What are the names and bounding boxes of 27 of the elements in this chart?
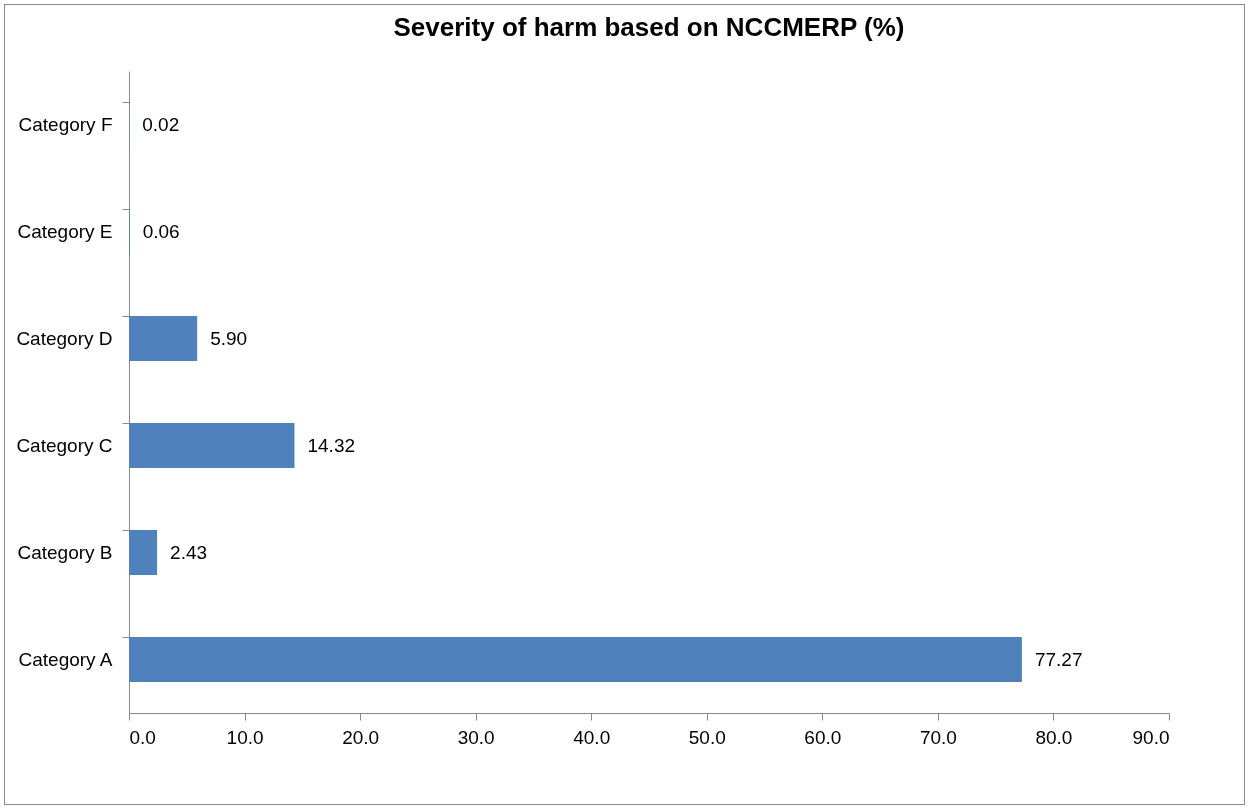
y-tick-label: Category B: [17, 541, 113, 563]
x-tick-label: 10.0: [226, 726, 264, 748]
y-tick-label: Category D: [16, 327, 113, 349]
data-label: 5.90: [210, 327, 248, 349]
x-tick-label: 70.0: [919, 726, 957, 748]
data-label: 2.43: [170, 541, 208, 563]
data-label: 0.02: [142, 113, 180, 135]
x-tick-label: 30.0: [457, 726, 495, 748]
y-tick-label: Category F: [18, 113, 113, 135]
y-tick-label: Category C: [16, 434, 113, 456]
x-tick-label: 40.0: [573, 726, 611, 748]
x-tick-label: 80.0: [1035, 726, 1073, 748]
x-tick-label: 0.0: [129, 726, 156, 748]
bar: [129, 530, 158, 575]
bar: [129, 423, 295, 468]
y-tick-label: Category A: [18, 648, 113, 670]
x-tick-label: 60.0: [804, 726, 842, 748]
x-tick-label: 20.0: [342, 726, 380, 748]
data-label: 14.32: [307, 434, 356, 456]
data-label: 77.27: [1034, 648, 1083, 670]
chart-title: Severity of harm based on NCCMERP (%): [393, 12, 905, 42]
x-tick-label: 50.0: [688, 726, 726, 748]
x-tick-label: 90.0: [1132, 726, 1170, 748]
bar: [129, 316, 198, 361]
data-label: 0.06: [142, 220, 180, 242]
bar: [129, 637, 1022, 682]
y-tick-label: Category E: [17, 220, 113, 242]
